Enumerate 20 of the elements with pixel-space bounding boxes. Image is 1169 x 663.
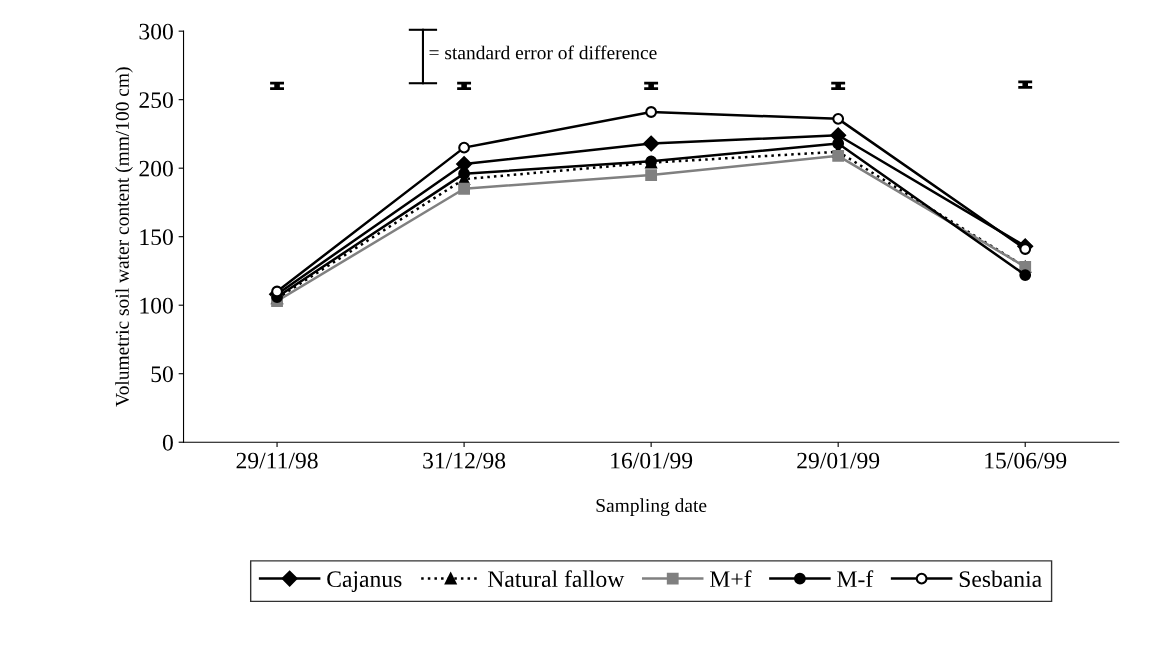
y-tick-label: 300 xyxy=(139,23,173,40)
x-axis-title: Sampling date xyxy=(596,498,707,517)
legend-label: Sesbania xyxy=(959,570,1042,588)
y-tick-label: 0 xyxy=(162,434,173,451)
x-tick-label: 29/01/99 xyxy=(797,452,880,469)
x-tick-label: 29/11/98 xyxy=(236,452,318,469)
y-tick-label: 200 xyxy=(139,160,173,177)
x-tick-label: 15/06/99 xyxy=(985,452,1067,469)
y-tick-label: 150 xyxy=(140,229,173,246)
y-tick-label: 50 xyxy=(151,366,173,383)
y-tick-label: 250 xyxy=(139,92,173,109)
x-tick-label: 31/12/98 xyxy=(423,452,506,469)
y-axis-title: Volumetric soil water content (mm/100 cm) xyxy=(115,67,133,407)
y-tick-label: 100 xyxy=(140,297,173,314)
annotation: = standard error of difference xyxy=(429,45,657,60)
legend-label: Cajanus xyxy=(327,571,402,592)
legend-label: Natural fallow xyxy=(487,570,625,588)
legend-label: M+f xyxy=(710,570,752,587)
legend-label: M-f xyxy=(837,570,874,587)
x-tick-label: 16/01/99 xyxy=(611,452,693,469)
